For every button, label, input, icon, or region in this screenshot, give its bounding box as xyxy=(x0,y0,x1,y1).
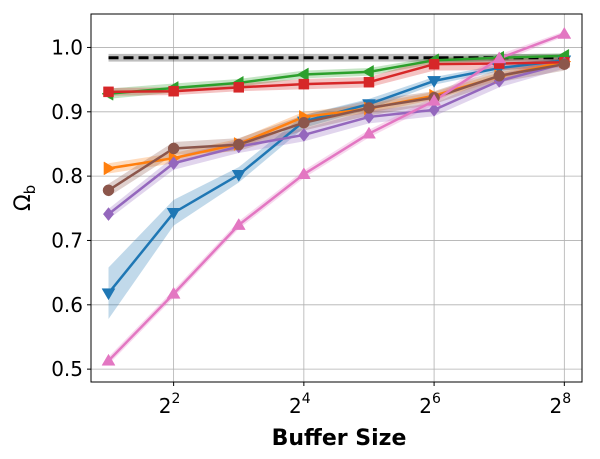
series-line xyxy=(108,61,565,94)
data-point xyxy=(298,116,310,129)
data-point xyxy=(557,26,572,39)
x-tick-label: 28 xyxy=(549,391,571,418)
x-tick-exponent: 8 xyxy=(562,391,571,407)
data-point xyxy=(298,128,310,142)
series-lines xyxy=(107,32,565,362)
x-tick-base: 2 xyxy=(289,394,302,418)
data-point xyxy=(362,126,376,139)
y-axis-label: Ωb xyxy=(11,185,39,211)
data-point xyxy=(166,207,181,220)
series-markers xyxy=(101,26,572,366)
y-tick-label: 0.9 xyxy=(51,100,83,124)
data-point xyxy=(231,170,246,182)
data-point xyxy=(102,207,115,221)
y-axis-label-base: Ω xyxy=(11,194,36,211)
data-point xyxy=(298,78,310,90)
y-tick-label: 0.7 xyxy=(51,228,83,252)
data-point xyxy=(166,286,181,299)
x-tick-label: 26 xyxy=(419,391,441,418)
data-point xyxy=(168,85,179,97)
data-point xyxy=(493,70,505,82)
x-tick-exponent: 4 xyxy=(302,391,311,407)
x-tick-label: 24 xyxy=(289,391,311,418)
series-line xyxy=(108,54,565,96)
data-point xyxy=(296,67,309,82)
series-line xyxy=(107,62,565,192)
series-band xyxy=(108,57,565,319)
x-tick-exponent: 2 xyxy=(172,391,181,407)
data-point xyxy=(428,102,440,117)
data-point xyxy=(233,82,244,93)
data-point xyxy=(427,93,442,106)
data-point xyxy=(427,76,442,88)
x-tick-exponent: 6 xyxy=(432,391,441,407)
y-tick-label: 1.0 xyxy=(51,35,83,59)
x-axis-label: Buffer Size xyxy=(272,426,407,451)
plot-frame xyxy=(90,13,583,383)
y-tick-label: 0.5 xyxy=(51,357,83,381)
data-point xyxy=(361,64,374,79)
data-point xyxy=(101,353,116,366)
data-point xyxy=(363,110,375,124)
data-point xyxy=(103,86,114,98)
y-axis-label-subscript: b xyxy=(21,185,39,195)
data-point xyxy=(428,58,440,70)
data-point xyxy=(363,76,375,88)
data-point xyxy=(167,142,180,155)
x-tick-base: 2 xyxy=(419,394,432,418)
series-line xyxy=(107,32,565,362)
y-tick-label: 0.6 xyxy=(51,293,83,317)
x-tick-label: 22 xyxy=(159,391,181,418)
data-point xyxy=(296,167,311,179)
data-point xyxy=(168,156,180,171)
data-point xyxy=(558,58,571,70)
data-point xyxy=(232,138,245,151)
x-tick-base: 2 xyxy=(549,394,562,418)
series-line xyxy=(107,62,565,216)
series-band xyxy=(108,57,565,96)
series-band xyxy=(108,58,565,220)
data-point xyxy=(363,102,375,114)
y-ticks: 0.5 0.6 0.7 0.8 0.9 1.0 xyxy=(51,35,91,381)
data-point xyxy=(103,161,116,176)
y-tick-label: 0.8 xyxy=(51,164,83,188)
data-point xyxy=(102,184,115,197)
x-tick-base: 2 xyxy=(159,394,172,418)
data-point xyxy=(231,218,246,230)
data-point xyxy=(101,288,116,301)
x-ticks: 22 24 26 28 xyxy=(159,382,571,418)
data-point xyxy=(492,51,507,64)
